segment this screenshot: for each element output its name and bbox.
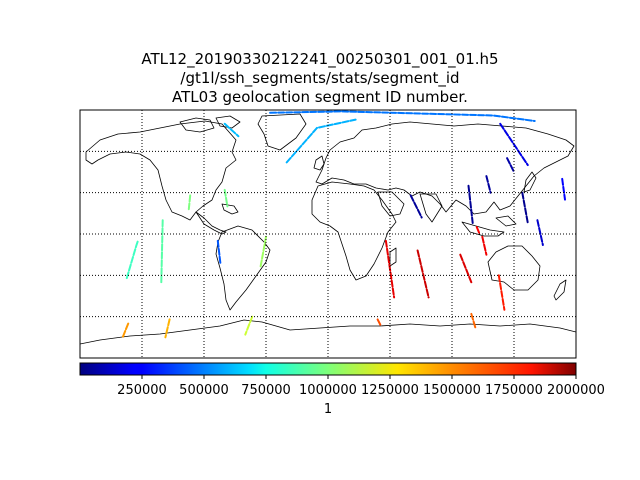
track-22: [409, 194, 423, 219]
coastline-australia: [487, 245, 541, 291]
coastline-arctic-islands: [179, 115, 241, 133]
colorbar-label: 1: [323, 402, 333, 417]
coastline-madagascar: [389, 247, 397, 267]
coastline-arabia: [377, 191, 405, 217]
track-6: [223, 188, 229, 208]
coastline-uk: [313, 155, 325, 171]
chart-title-line-2: /gt1l/ssh_segments/stats/segment_id: [180, 69, 460, 87]
track-24: [521, 191, 529, 224]
coastline-japan: [523, 171, 537, 193]
colorbar-tick-label-7: 2000000: [547, 383, 605, 398]
track-9: [244, 315, 254, 336]
coastline-antarctica: [80, 319, 576, 345]
chart-title-line-1: ATL12_20190330212241_00250301_001_01.h5: [141, 50, 499, 68]
track-10: [164, 318, 171, 339]
track-3: [216, 239, 222, 266]
track-7: [187, 194, 192, 211]
colorbar-tick-label-5: 1500000: [423, 383, 481, 398]
coastline-africa: [311, 181, 397, 281]
track-17: [497, 274, 506, 311]
colorbar: 250000 500000 750000 1000000 1250000 1500000 1…: [79, 362, 605, 398]
colorbar-tick-label-3: 1000000: [299, 383, 357, 398]
track-26: [561, 177, 566, 201]
coastline-caribbean: [221, 203, 239, 215]
graticule: [80, 110, 576, 358]
track-15: [481, 235, 488, 256]
track-8: [259, 235, 267, 269]
track-16: [475, 226, 481, 235]
track-19: [376, 318, 382, 326]
track-11: [121, 322, 130, 339]
coastline-central-america: [195, 211, 227, 235]
track-1: [223, 122, 240, 138]
coastline-new-zealand: [553, 279, 567, 301]
track-5: [160, 219, 164, 284]
track-2: [269, 110, 536, 122]
track-21: [485, 175, 492, 194]
track-27: [536, 219, 544, 246]
coastline-south-america: [215, 225, 271, 311]
track-25: [499, 122, 529, 167]
coastline-greenland: [257, 113, 307, 151]
track-23: [467, 184, 474, 224]
coastline-eurasia: [315, 121, 575, 215]
coastline-india: [419, 193, 443, 223]
track-14: [459, 253, 473, 284]
colorbar-tick-label-6: 1750000: [485, 383, 543, 398]
track-13: [416, 249, 430, 299]
track-4: [125, 239, 139, 280]
colorbar-ticks: 250000 500000 750000 1000000 1250000 1500000 1…: [117, 375, 605, 398]
colorbar-tick-label-1: 500000: [179, 383, 229, 398]
coastline-north-america: [85, 120, 237, 221]
chart-title-line-3: ATL03 geolocation segment ID number.: [172, 88, 468, 106]
colorbar-tick-label-2: 750000: [241, 383, 291, 398]
colorbar-tick-label-4: 1250000: [361, 383, 419, 398]
colorbar-tick-label-0: 250000: [117, 383, 167, 398]
colorbar-gradient: [79, 362, 577, 376]
track-18: [470, 312, 477, 329]
track-20: [506, 157, 515, 173]
